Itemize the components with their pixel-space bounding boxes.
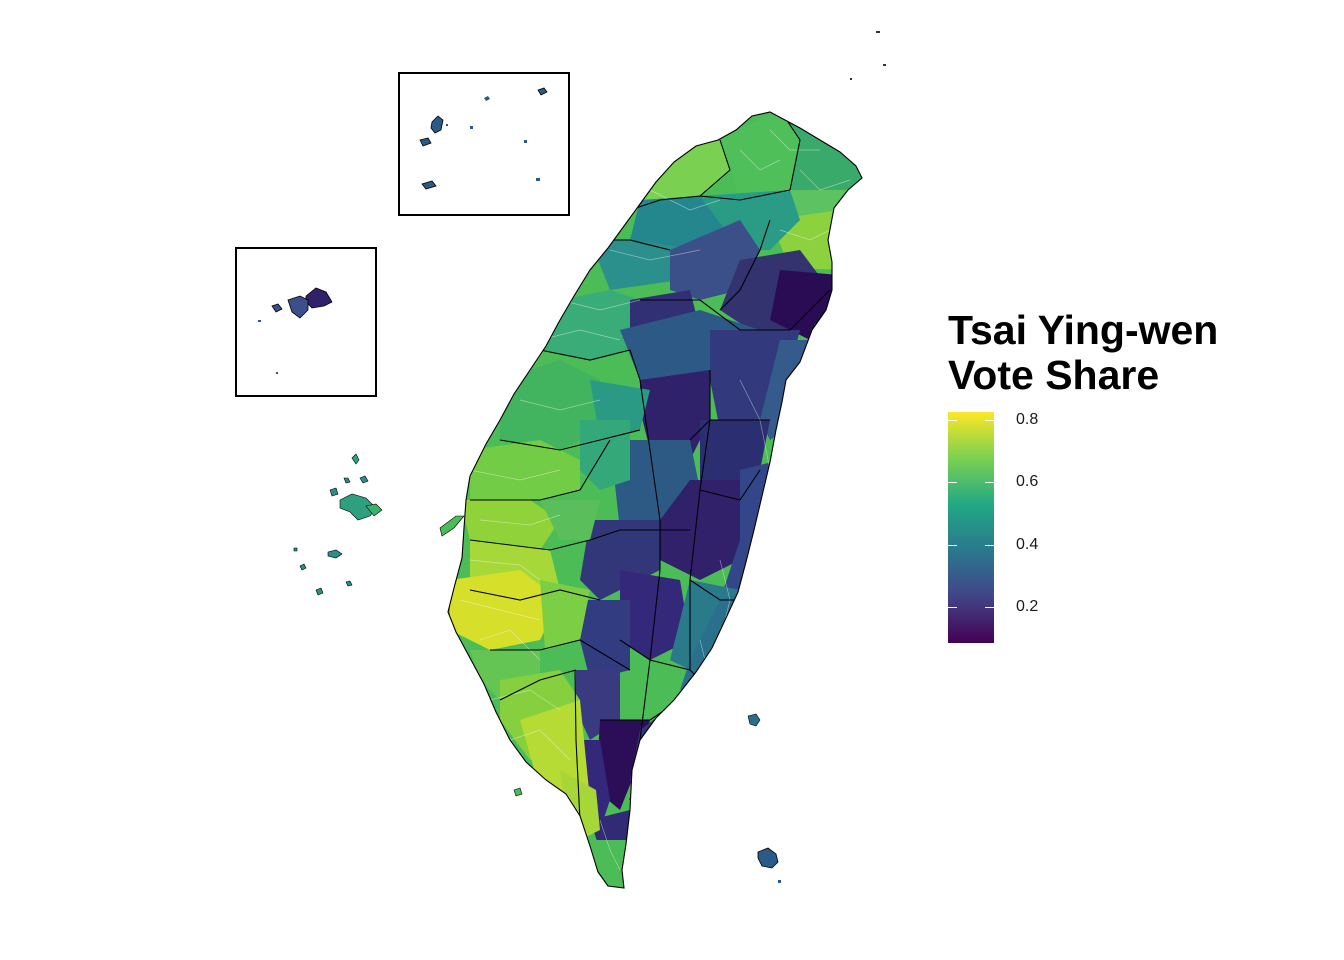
region-haiduan bbox=[580, 600, 630, 680]
region-taoyuan-south bbox=[700, 190, 800, 250]
penghu-east bbox=[365, 503, 383, 517]
matsu-island-8 bbox=[536, 178, 540, 181]
region-pingtung-south bbox=[560, 770, 600, 840]
island-lanyu-small bbox=[778, 880, 781, 883]
legend-label-0.8: 0.8 bbox=[1016, 411, 1039, 428]
penghu-south-2 bbox=[299, 563, 307, 571]
region-miaoli-coast bbox=[540, 290, 640, 360]
legend-title-line1: Tsai Ying-wen bbox=[948, 307, 1219, 353]
kinmen-west bbox=[287, 295, 309, 319]
penghu-south-3 bbox=[315, 587, 324, 596]
legend-label-0.4: 0.4 bbox=[1016, 536, 1039, 553]
legend-label-0.2: 0.2 bbox=[1016, 598, 1039, 615]
island-lanyu bbox=[757, 847, 779, 869]
penghu-south-1 bbox=[327, 549, 343, 559]
matsu-island-1 bbox=[430, 115, 444, 134]
matsu-island-6 bbox=[470, 126, 473, 129]
kinmen-dot-1 bbox=[258, 320, 261, 322]
region-keelung bbox=[780, 112, 862, 200]
penghu-islands bbox=[293, 453, 383, 596]
penghu-bits-2 bbox=[359, 475, 369, 484]
inset-matsu-frame bbox=[398, 72, 570, 216]
region-nantou-west bbox=[580, 420, 630, 490]
offshore-islets bbox=[439, 31, 886, 883]
inset-kinmen bbox=[235, 247, 377, 397]
kinmen-main bbox=[305, 287, 333, 309]
region-taipei bbox=[720, 112, 800, 200]
matsu-island-2 bbox=[419, 137, 432, 147]
inset-kinmen-frame bbox=[235, 247, 377, 397]
region-changhua bbox=[470, 440, 580, 500]
region-zhuoxi bbox=[660, 480, 740, 580]
region-chiayi-east bbox=[540, 500, 600, 540]
island-north-dot-2 bbox=[883, 64, 886, 66]
legend-gradient bbox=[948, 412, 994, 643]
island-north-dot-3 bbox=[850, 78, 852, 80]
inset-matsu bbox=[398, 72, 570, 216]
island-north-dot-1 bbox=[876, 31, 880, 33]
penghu-bits-1 bbox=[329, 487, 339, 497]
penghu-bits-3 bbox=[343, 477, 351, 484]
matsu-island-7 bbox=[524, 140, 527, 143]
legend: Tsai Ying-wen Vote Share 0.8 0.6 0.4 0.2 bbox=[948, 308, 1288, 643]
taiwan-outline bbox=[447, 111, 863, 889]
kinmen-little bbox=[271, 303, 283, 313]
region-daren bbox=[596, 720, 650, 810]
matsu-island-4 bbox=[537, 87, 548, 96]
region-taichung bbox=[500, 360, 600, 450]
region-tainan-east bbox=[540, 580, 590, 650]
island-west-spit bbox=[439, 515, 465, 537]
penghu-west-dot bbox=[293, 547, 298, 552]
island-guishan bbox=[747, 713, 761, 727]
legend-colorbar: 0.8 0.6 0.4 0.2 bbox=[948, 411, 1088, 644]
region-tainan bbox=[450, 570, 560, 650]
legend-title: Tsai Ying-wen Vote Share bbox=[948, 308, 1288, 398]
penghu-north bbox=[351, 453, 360, 465]
region-yunlin bbox=[460, 500, 560, 550]
matsu-island-9 bbox=[446, 124, 448, 126]
matsu-island-3 bbox=[421, 180, 437, 190]
penghu-main bbox=[339, 493, 377, 521]
legend-title-line2: Vote Share bbox=[948, 352, 1160, 398]
matsu-island-5 bbox=[484, 96, 490, 101]
kinmen-dot-2 bbox=[276, 372, 278, 374]
island-liuqiu bbox=[513, 787, 523, 797]
penghu-south-4 bbox=[345, 580, 353, 587]
legend-label-0.6: 0.6 bbox=[1016, 473, 1039, 490]
